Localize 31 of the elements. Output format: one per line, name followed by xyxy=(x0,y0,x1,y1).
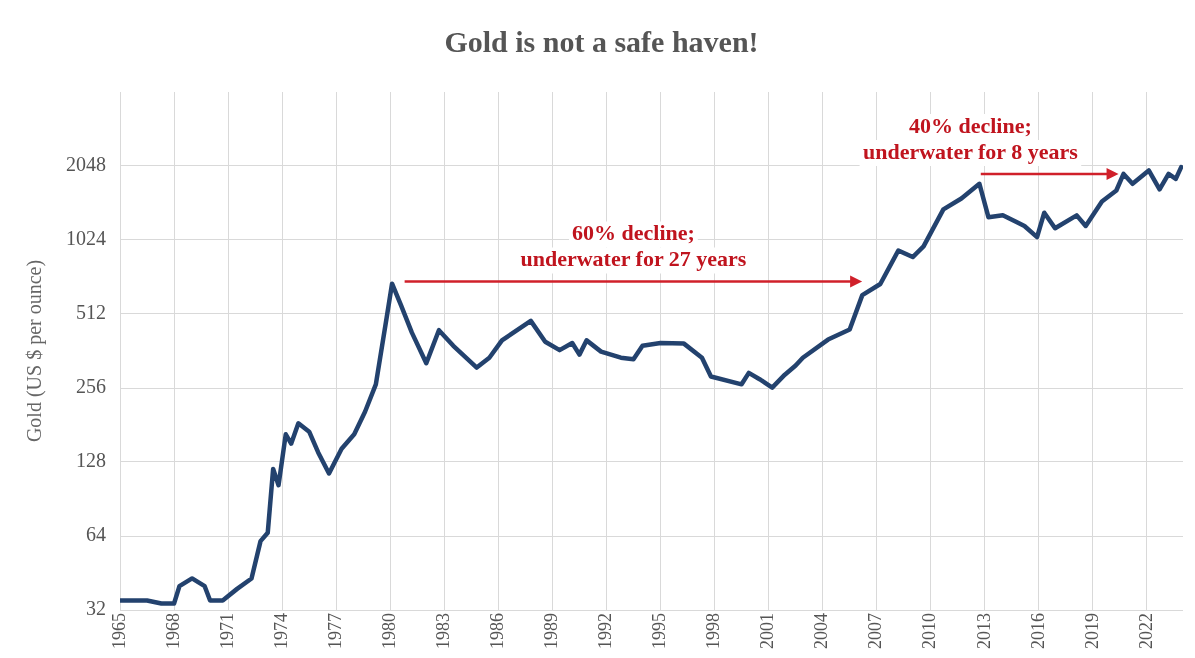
y-tick-label: 2048 xyxy=(66,153,106,176)
y-tick-label: 32 xyxy=(86,597,106,620)
x-tick-label: 1995 xyxy=(649,613,670,649)
x-tick-label: 2001 xyxy=(757,613,778,649)
x-tick-label: 1971 xyxy=(216,613,237,649)
annotation: 40% decline; underwater for 8 years xyxy=(862,112,1079,164)
x-tick-label: 2022 xyxy=(1135,613,1156,649)
chart-title: Gold is not a safe haven! xyxy=(444,24,759,58)
x-tick-label: 2019 xyxy=(1081,613,1102,649)
y-tick-label: 512 xyxy=(76,301,106,324)
x-tick-label: 1983 xyxy=(433,613,454,649)
x-tick-label: 1974 xyxy=(270,613,291,649)
x-tick-label: 2016 xyxy=(1027,613,1048,649)
x-tick-label: 1968 xyxy=(162,613,183,649)
y-axis-title: Gold (US $ per ounce) xyxy=(23,259,47,443)
x-tick-label: 1992 xyxy=(595,613,616,649)
x-tick-label: 1977 xyxy=(324,613,345,649)
x-tick-label: 2007 xyxy=(865,613,886,649)
x-tick-label: 2013 xyxy=(973,613,994,649)
y-tick-label: 128 xyxy=(76,449,106,472)
y-tick-label: 256 xyxy=(76,375,106,398)
annotation: 60% decline; underwater for 27 years xyxy=(520,220,747,272)
x-tick-label: 1986 xyxy=(487,613,508,649)
x-tick-label: 1998 xyxy=(703,613,724,649)
x-tick-label: 2010 xyxy=(919,613,940,649)
x-tick-label: 1989 xyxy=(541,613,562,649)
x-tick-label: 2004 xyxy=(811,613,832,649)
x-tick-label: 1980 xyxy=(378,613,399,649)
y-tick-label: 64 xyxy=(86,523,106,546)
x-tick-label: 1965 xyxy=(108,613,129,649)
y-tick-label: 1024 xyxy=(66,227,106,250)
